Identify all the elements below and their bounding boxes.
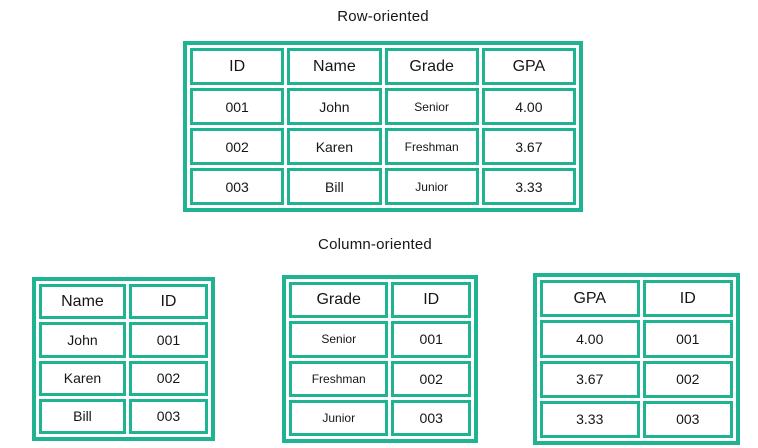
data-cell: Senior	[384, 88, 479, 125]
column-oriented-title: Column-oriented	[318, 236, 432, 253]
column-table-gpa: GPA ID 4.00 001 3.67 002 3.33 003	[533, 273, 740, 445]
data-cell: Senior	[289, 321, 389, 358]
header-cell-gpa: GPA	[481, 48, 576, 85]
header-cell-id: ID	[128, 284, 208, 320]
header-cell-name: Name	[39, 284, 126, 320]
data-cell: 3.67	[540, 360, 640, 398]
data-cell: 4.00	[540, 320, 640, 358]
data-cell: 3.33	[540, 400, 640, 438]
data-cell: 002	[391, 360, 471, 397]
header-cell-id: ID	[391, 282, 471, 319]
column-table-name: Name ID John 001 Karen 002 Bill 003	[32, 277, 215, 441]
header-cell-grade: Grade	[289, 282, 389, 319]
data-cell: Bill	[39, 398, 126, 434]
header-cell-id: ID	[190, 48, 285, 85]
row-oriented-title: Row-oriented	[337, 8, 429, 25]
data-cell: Junior	[384, 168, 479, 205]
row-oriented-table: ID Name Grade GPA 001 John Senior 4.00 0…	[183, 41, 583, 212]
data-cell: 003	[128, 398, 208, 434]
data-cell: 001	[642, 320, 733, 358]
data-cell: Bill	[287, 168, 382, 205]
data-cell: 001	[391, 321, 471, 358]
data-cell: Karen	[39, 360, 126, 396]
data-cell: 002	[128, 360, 208, 396]
header-cell-grade: Grade	[384, 48, 479, 85]
data-cell: 003	[642, 400, 733, 438]
data-cell: 001	[128, 322, 208, 358]
data-cell: Freshman	[289, 360, 389, 397]
data-cell: John	[287, 88, 382, 125]
data-cell: Junior	[289, 399, 389, 436]
column-table-grade: Grade ID Senior 001 Freshman 002 Junior …	[282, 275, 478, 443]
data-cell: 4.00	[481, 88, 576, 125]
data-cell: 003	[190, 168, 285, 205]
data-cell: 3.67	[481, 128, 576, 165]
header-cell-name: Name	[287, 48, 382, 85]
data-cell: 001	[190, 88, 285, 125]
header-cell-id: ID	[642, 280, 733, 318]
data-cell: Karen	[287, 128, 382, 165]
data-cell: 002	[190, 128, 285, 165]
data-cell: John	[39, 322, 126, 358]
data-cell: 002	[642, 360, 733, 398]
data-cell: 003	[391, 399, 471, 436]
data-cell: 3.33	[481, 168, 576, 205]
header-cell-gpa: GPA	[540, 280, 640, 318]
data-cell: Freshman	[384, 128, 479, 165]
